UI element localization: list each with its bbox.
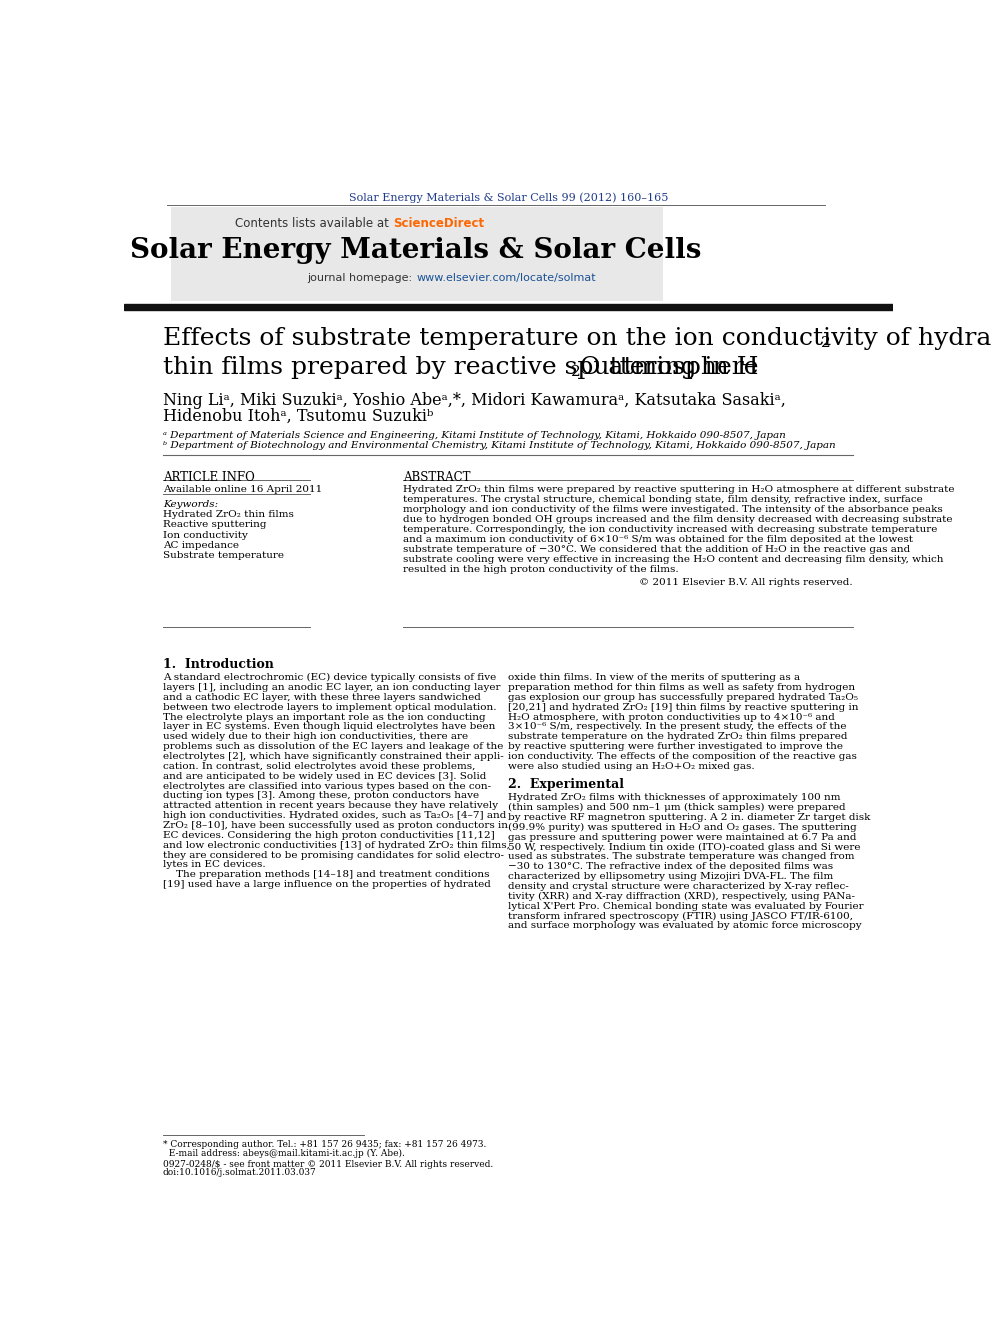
Text: Keywords:: Keywords: <box>163 500 218 509</box>
Text: EC devices. Considering the high proton conductivities [11,12]: EC devices. Considering the high proton … <box>163 831 494 840</box>
Text: thin films prepared by reactive sputtering in H: thin films prepared by reactive sputteri… <box>163 356 758 378</box>
Text: The electrolyte plays an important role as the ion conducting: The electrolyte plays an important role … <box>163 713 485 721</box>
Text: Solar Energy Materials & Solar Cells: Solar Energy Materials & Solar Cells <box>131 237 702 265</box>
Text: doi:10.1016/j.solmat.2011.03.037: doi:10.1016/j.solmat.2011.03.037 <box>163 1168 316 1177</box>
Text: cation. In contrast, solid electrolytes avoid these problems,: cation. In contrast, solid electrolytes … <box>163 762 475 771</box>
Text: by reactive RF magnetron sputtering. A 2 in. diameter Zr target disk: by reactive RF magnetron sputtering. A 2… <box>509 812 871 822</box>
Text: electrolytes are classified into various types based on the con-: electrolytes are classified into various… <box>163 782 491 791</box>
Text: transform infrared spectroscopy (FTIR) using JASCO FT/IR-6100,: transform infrared spectroscopy (FTIR) u… <box>509 912 853 921</box>
Text: Hydrated ZrO₂ thin films were prepared by reactive sputtering in H₂O atmosphere : Hydrated ZrO₂ thin films were prepared b… <box>403 486 954 495</box>
Text: ion conductivity. The effects of the composition of the reactive gas: ion conductivity. The effects of the com… <box>509 751 857 761</box>
Text: 2: 2 <box>571 365 581 380</box>
Text: 2.  Experimental: 2. Experimental <box>509 778 624 791</box>
Text: lytes in EC devices.: lytes in EC devices. <box>163 860 266 869</box>
Text: and low electronic conductivities [13] of hydrated ZrO₂ thin films,: and low electronic conductivities [13] o… <box>163 840 510 849</box>
Text: Hydrated ZrO₂ films with thicknesses of approximately 100 nm: Hydrated ZrO₂ films with thicknesses of … <box>509 794 841 802</box>
Text: and a maximum ion conductivity of 6×10⁻⁶ S/m was obtained for the film deposited: and a maximum ion conductivity of 6×10⁻⁶… <box>403 536 913 544</box>
Text: ᵇ Department of Biotechnology and Environmental Chemistry, Kitami Institute of T: ᵇ Department of Biotechnology and Enviro… <box>163 441 835 450</box>
Text: 2: 2 <box>820 336 830 349</box>
Text: ARTICLE INFO: ARTICLE INFO <box>163 471 255 484</box>
Text: (99.9% purity) was sputtered in H₂O and O₂ gases. The sputtering: (99.9% purity) was sputtered in H₂O and … <box>509 823 857 832</box>
Text: 50 W, respectively. Indium tin oxide (ITO)-coated glass and Si were: 50 W, respectively. Indium tin oxide (IT… <box>509 843 861 852</box>
Text: preparation method for thin films as well as safety from hydrogen: preparation method for thin films as wel… <box>509 683 855 692</box>
Text: substrate cooling were very effective in increasing the H₂O content and decreasi: substrate cooling were very effective in… <box>403 556 943 565</box>
Text: journal homepage:: journal homepage: <box>308 273 417 283</box>
Text: AC impedance: AC impedance <box>163 541 239 550</box>
Text: gas pressure and sputtering power were maintained at 6.7 Pa and: gas pressure and sputtering power were m… <box>509 832 857 841</box>
Text: electrolytes [2], which have significantly constrained their appli-: electrolytes [2], which have significant… <box>163 751 504 761</box>
Text: substrate temperature of −30°C. We considered that the addition of H₂O in the re: substrate temperature of −30°C. We consi… <box>403 545 911 554</box>
Text: and are anticipated to be widely used in EC devices [3]. Solid: and are anticipated to be widely used in… <box>163 771 486 781</box>
Text: * Corresponding author. Tel.: +81 157 26 9435; fax: +81 157 26 4973.: * Corresponding author. Tel.: +81 157 26… <box>163 1139 486 1148</box>
Text: tivity (XRR) and X-ray diffraction (XRD), respectively, using PANa-: tivity (XRR) and X-ray diffraction (XRD)… <box>509 892 855 901</box>
Text: The preparation methods [14–18] and treatment conditions: The preparation methods [14–18] and trea… <box>163 871 489 880</box>
Text: were also studied using an H₂O+O₂ mixed gas.: were also studied using an H₂O+O₂ mixed … <box>509 762 755 771</box>
Text: Ion conductivity: Ion conductivity <box>163 531 248 540</box>
Text: −30 to 130°C. The refractive index of the deposited films was: −30 to 130°C. The refractive index of th… <box>509 863 833 872</box>
Text: © 2011 Elsevier B.V. All rights reserved.: © 2011 Elsevier B.V. All rights reserved… <box>639 578 852 587</box>
Text: temperature. Correspondingly, the ion conductivity increased with decreasing sub: temperature. Correspondingly, the ion co… <box>403 525 937 534</box>
Text: ABSTRACT: ABSTRACT <box>403 471 470 484</box>
Text: layer in EC systems. Even though liquid electrolytes have been: layer in EC systems. Even though liquid … <box>163 722 495 732</box>
Text: due to hydrogen bonded OH groups increased and the film density decreased with d: due to hydrogen bonded OH groups increas… <box>403 515 952 524</box>
Text: used as substrates. The substrate temperature was changed from: used as substrates. The substrate temper… <box>509 852 855 861</box>
Text: 0927-0248/$ - see front matter © 2011 Elsevier B.V. All rights reserved.: 0927-0248/$ - see front matter © 2011 El… <box>163 1160 493 1168</box>
Text: and a cathodic EC layer, with these three layers sandwiched: and a cathodic EC layer, with these thre… <box>163 693 481 701</box>
Text: Hidenobu Itohᵃ, Tsutomu Suzukiᵇ: Hidenobu Itohᵃ, Tsutomu Suzukiᵇ <box>163 409 434 425</box>
Bar <box>124 303 893 311</box>
Text: ZrO₂ [8–10], have been successfully used as proton conductors in: ZrO₂ [8–10], have been successfully used… <box>163 822 508 830</box>
Text: used widely due to their high ion conductivities, there are: used widely due to their high ion conduc… <box>163 732 468 741</box>
Text: ᵃ Department of Materials Science and Engineering, Kitami Institute of Technolog: ᵃ Department of Materials Science and En… <box>163 430 786 439</box>
Text: attracted attention in recent years because they have relatively: attracted attention in recent years beca… <box>163 802 498 810</box>
Text: H₂O atmosphere, with proton conductivities up to 4×10⁻⁶ and: H₂O atmosphere, with proton conductiviti… <box>509 713 835 721</box>
Text: Hydrated ZrO₂ thin films: Hydrated ZrO₂ thin films <box>163 509 294 519</box>
Text: ScienceDirect: ScienceDirect <box>393 217 484 230</box>
Text: temperatures. The crystal structure, chemical bonding state, film density, refra: temperatures. The crystal structure, che… <box>403 495 923 504</box>
Text: E-mail address: abeys@mail.kitami-it.ac.jp (Y. Abe).: E-mail address: abeys@mail.kitami-it.ac.… <box>163 1148 405 1158</box>
Text: density and crystal structure were characterized by X-ray reflec-: density and crystal structure were chara… <box>509 882 849 890</box>
Text: Substrate temperature: Substrate temperature <box>163 552 284 561</box>
Text: Ning Liᵃ, Miki Suzukiᵃ, Yoshio Abeᵃ,*, Midori Kawamuraᵃ, Katsutaka Sasakiᵃ,: Ning Liᵃ, Miki Suzukiᵃ, Yoshio Abeᵃ,*, M… <box>163 392 786 409</box>
Text: ducting ion types [3]. Among these, proton conductors have: ducting ion types [3]. Among these, prot… <box>163 791 479 800</box>
Text: Available online 16 April 2011: Available online 16 April 2011 <box>163 486 322 495</box>
Text: they are considered to be promising candidates for solid electro-: they are considered to be promising cand… <box>163 851 504 860</box>
Text: www.elsevier.com/locate/solmat: www.elsevier.com/locate/solmat <box>417 273 596 283</box>
Text: [19] used have a large influence on the properties of hydrated: [19] used have a large influence on the … <box>163 880 491 889</box>
Text: lytical X'Pert Pro. Chemical bonding state was evaluated by Fourier: lytical X'Pert Pro. Chemical bonding sta… <box>509 902 864 910</box>
Text: A standard electrochromic (EC) device typically consists of five: A standard electrochromic (EC) device ty… <box>163 673 496 683</box>
Text: [20,21] and hydrated ZrO₂ [19] thin films by reactive sputtering in: [20,21] and hydrated ZrO₂ [19] thin film… <box>509 703 859 712</box>
Text: morphology and ion conductivity of the films were investigated. The intensity of: morphology and ion conductivity of the f… <box>403 505 942 515</box>
Text: oxide thin films. In view of the merits of sputtering as a: oxide thin films. In view of the merits … <box>509 673 801 683</box>
Text: between two electrode layers to implement optical modulation.: between two electrode layers to implemen… <box>163 703 496 712</box>
Text: Effects of substrate temperature on the ion conductivity of hydrated ZrO: Effects of substrate temperature on the … <box>163 327 992 349</box>
Text: (thin samples) and 500 nm–1 μm (thick samples) were prepared: (thin samples) and 500 nm–1 μm (thick sa… <box>509 803 846 812</box>
Text: by reactive sputtering were further investigated to improve the: by reactive sputtering were further inve… <box>509 742 843 751</box>
Text: high ion conductivities. Hydrated oxides, such as Ta₂O₅ [4–7] and: high ion conductivities. Hydrated oxides… <box>163 811 506 820</box>
Text: resulted in the high proton conductivity of the films.: resulted in the high proton conductivity… <box>403 565 679 574</box>
Text: gas explosion our group has successfully prepared hydrated Ta₂O₅: gas explosion our group has successfully… <box>509 693 858 701</box>
Text: 1.  Introduction: 1. Introduction <box>163 658 274 671</box>
Text: O atmosphere: O atmosphere <box>579 356 758 378</box>
Text: Contents lists available at: Contents lists available at <box>235 217 393 230</box>
Text: and surface morphology was evaluated by atomic force microscopy: and surface morphology was evaluated by … <box>509 921 862 930</box>
Text: problems such as dissolution of the EC layers and leakage of the: problems such as dissolution of the EC l… <box>163 742 503 751</box>
Text: 3×10⁻⁶ S/m, respectively. In the present study, the effects of the: 3×10⁻⁶ S/m, respectively. In the present… <box>509 722 847 732</box>
Text: characterized by ellipsometry using Mizojiri DVA-FL. The film: characterized by ellipsometry using Mizo… <box>509 872 833 881</box>
Text: Reactive sputtering: Reactive sputtering <box>163 520 266 529</box>
Text: layers [1], including an anodic EC layer, an ion conducting layer: layers [1], including an anodic EC layer… <box>163 683 500 692</box>
Text: substrate temperature on the hydrated ZrO₂ thin films prepared: substrate temperature on the hydrated Zr… <box>509 732 848 741</box>
Text: Solar Energy Materials & Solar Cells 99 (2012) 160–165: Solar Energy Materials & Solar Cells 99 … <box>349 193 668 204</box>
Bar <box>171 208 663 302</box>
